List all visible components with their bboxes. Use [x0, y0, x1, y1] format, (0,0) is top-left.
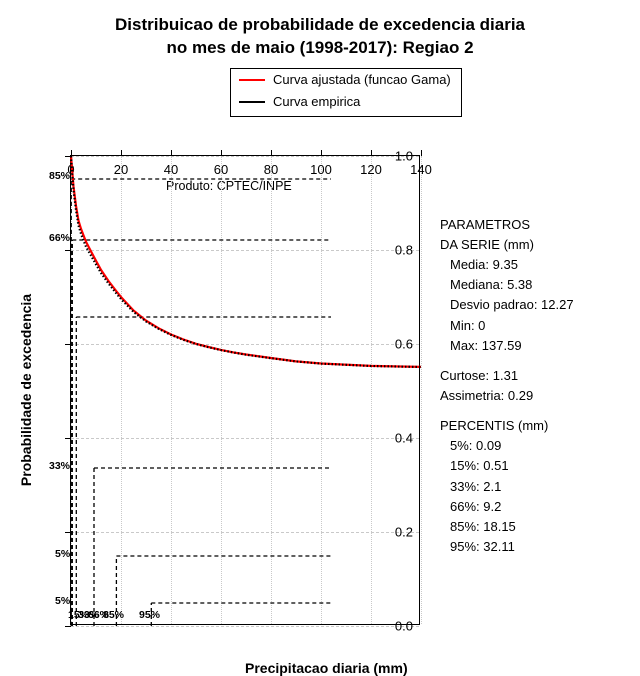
- x-axis-title: Precipitacao diaria (mm): [245, 660, 408, 676]
- main-curves: [71, 156, 421, 626]
- plot-frame: Produto: CPTEC/INPE 1.0 0.8 0.6 0.4 0.2 …: [70, 155, 420, 625]
- pct-label-5b-y: 5%: [55, 595, 70, 607]
- gridline-y-0.0: [71, 626, 419, 627]
- pct-label-5a-y: 5%: [55, 548, 70, 560]
- legend-box: Curva ajustada (funcao Gama) Curva empir…: [230, 68, 462, 117]
- pct-label-33-y: 33%: [49, 460, 70, 472]
- y-axis-title: Probabilidade de excedencia: [18, 294, 34, 486]
- chart-area: Curva ajustada (funcao Gama) Curva empir…: [0, 60, 640, 660]
- legend-swatch-empirica: [239, 101, 265, 103]
- legend-item-0: Curva ajustada (funcao Gama): [231, 69, 461, 91]
- ytick-mark-0.0: [65, 626, 71, 627]
- legend-item-1: Curva empirica: [231, 91, 461, 113]
- gridline-x-140: [421, 156, 422, 624]
- legend-swatch-gama: [239, 79, 265, 81]
- pct-label-66-x: 85%: [103, 609, 124, 621]
- params-panel: PARAMETROS DA SERIE (mm) Media: 9.35 Med…: [440, 215, 630, 557]
- xtick-mark-140: [421, 150, 422, 156]
- pct-label-66-y: 66%: [49, 232, 70, 244]
- pct-label-85-y: 85%: [49, 170, 70, 182]
- chart-title: Distribuicao de probabilidade de exceden…: [0, 0, 640, 60]
- pct-label-85-x: 95%: [139, 609, 160, 621]
